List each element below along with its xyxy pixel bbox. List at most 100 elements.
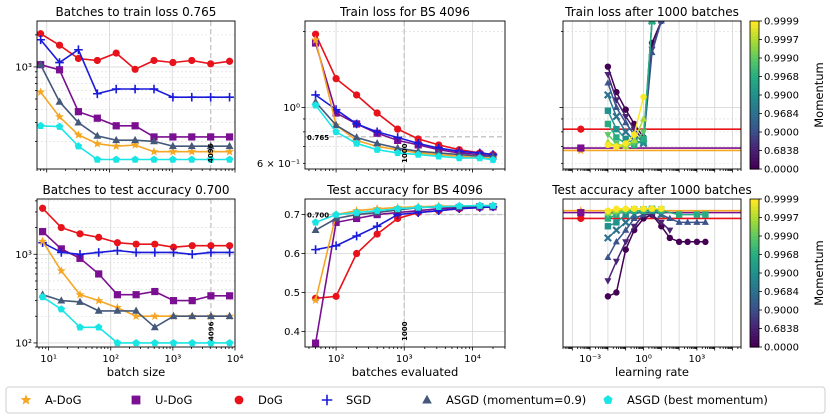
- point-a-dog: [225, 146, 235, 156]
- momentum-point: [675, 238, 683, 246]
- panel-title: Batches to test accuracy 0.700: [43, 183, 230, 197]
- momentum-point: [622, 140, 629, 147]
- momentum-point: [675, 218, 683, 225]
- series-dog: [39, 204, 234, 251]
- colorbar-segment: [750, 76, 759, 81]
- point-sgd: [206, 92, 215, 102]
- point-asgd-best-momentum: [225, 155, 234, 163]
- momentum-point: [622, 135, 629, 143]
- colorbar-segment: [750, 265, 759, 270]
- point-u-dog: [169, 133, 177, 141]
- colorbar-segment: [750, 132, 759, 137]
- point-asgd-momentum-0-9: [93, 131, 102, 139]
- point-dog: [93, 56, 101, 65]
- plot-area: [563, 21, 741, 155]
- y-tick-label: 0.7: [284, 210, 300, 221]
- point-sgd: [331, 241, 341, 251]
- y-tick-label: 0.5: [284, 288, 300, 299]
- point-asgd-momentum-0-9: [57, 296, 66, 304]
- panel-title: Train loss after 1000 batches: [564, 5, 739, 19]
- colorbar-segment: [750, 120, 759, 126]
- momentum-point: [630, 214, 638, 222]
- grid: [571, 199, 733, 347]
- x-tick-label: 10²: [328, 354, 345, 365]
- momentum-point: [702, 238, 709, 246]
- grid: [37, 199, 235, 347]
- point-dog: [353, 249, 361, 258]
- colorbar-segment: [750, 213, 759, 219]
- colorbar: 0.9999 0.9997 0.9990 0.9968 0.9900 0.9684 0.90…: [749, 17, 826, 176]
- momentum-point: [640, 205, 647, 212]
- panel-batches-to-train-loss-0-765: 4096 10³ Batches to train loss 0.765: [15, 5, 236, 173]
- point-dog: [311, 30, 320, 38]
- colorbar-segment: [750, 69, 759, 74]
- colorbar-segment: [750, 310, 759, 315]
- colorbar-segment: [750, 72, 759, 78]
- point-asgd-best-momentum: [188, 155, 196, 163]
- series-line-dog: [40, 33, 230, 71]
- colorbar-segment: [750, 332, 759, 337]
- hline-label: 0.765: [307, 134, 329, 142]
- momentum-point: [701, 218, 709, 225]
- point-u-dog: [39, 228, 47, 236]
- point-asgd-momentum-0-9: [132, 306, 141, 314]
- momentum-point: [693, 218, 701, 225]
- point-dog: [74, 54, 83, 63]
- colorbar-segment: [750, 65, 759, 70]
- point-dog: [332, 75, 340, 83]
- momentum-point: [604, 141, 612, 149]
- point-asgd-momentum-0-9: [94, 306, 103, 314]
- legend-frame: [5, 386, 826, 414]
- point-asgd-best-momentum: [132, 338, 140, 347]
- colorbar-segment: [750, 339, 759, 344]
- colorbar-segment: [750, 87, 759, 92]
- colorbar-label: Momentum: [812, 240, 826, 306]
- colorbar-segment: [750, 28, 759, 33]
- colorbar-segment: [750, 236, 759, 241]
- point-u-dog: [311, 339, 320, 347]
- colorbar-segment: [750, 261, 759, 267]
- colorbar-segment: [750, 199, 759, 204]
- legend-item-dog: DoG: [234, 393, 283, 407]
- point-sgd: [331, 105, 341, 114]
- colorbar-segment: [750, 269, 759, 274]
- momentum-point: [702, 211, 709, 218]
- y-tick-label: 0.4: [284, 327, 300, 338]
- x-tick-label: 10³: [165, 354, 182, 365]
- momentum-line: [607, 21, 653, 145]
- point-dog: [55, 41, 64, 49]
- colorbar-segment: [750, 91, 759, 96]
- point-asgd-momentum-0-9: [311, 225, 320, 234]
- point-a-dog: [130, 140, 140, 149]
- colorbar-tick-label: 0.9968: [764, 250, 799, 261]
- ticks: [559, 31, 742, 173]
- point-a-dog: [56, 266, 66, 275]
- colorbar-segment: [750, 232, 759, 237]
- point-dog: [76, 230, 84, 238]
- colorbar-segment: [750, 95, 759, 100]
- ticks: 10¹ 10² 10³ 10⁴ 10² 10³: [15, 200, 243, 365]
- point-asgd-momentum-0-9: [332, 120, 341, 129]
- momentum-point: [604, 278, 612, 285]
- plot-area: [37, 30, 235, 163]
- momentum-point: [657, 219, 665, 227]
- point-asgd-best-momentum: [57, 305, 66, 313]
- momentum-point: [612, 238, 620, 245]
- colorbar-tick-label: 0.0000: [764, 343, 799, 354]
- legend-item-u-dog: U-DoG: [131, 393, 192, 407]
- y-tick-label: 10³: [15, 250, 32, 261]
- momentum-point: [666, 227, 674, 234]
- colorbar-segment: [750, 113, 759, 118]
- point-u-dog: [169, 297, 178, 305]
- series-asgd-best-momentum: [38, 293, 234, 347]
- colorbar-segment: [750, 54, 759, 59]
- momentum-point: [613, 289, 620, 296]
- colorbar-segment: [750, 306, 759, 311]
- point-dog: [169, 243, 178, 251]
- point-asgd-best-momentum: [169, 338, 178, 347]
- momentum-point: [622, 211, 629, 218]
- colorbar-segment: [750, 291, 759, 296]
- panel-title: Test accuracy after 1000 batches: [551, 183, 751, 197]
- momentum-point: [612, 97, 620, 104]
- point-asgd-best-momentum: [76, 323, 84, 331]
